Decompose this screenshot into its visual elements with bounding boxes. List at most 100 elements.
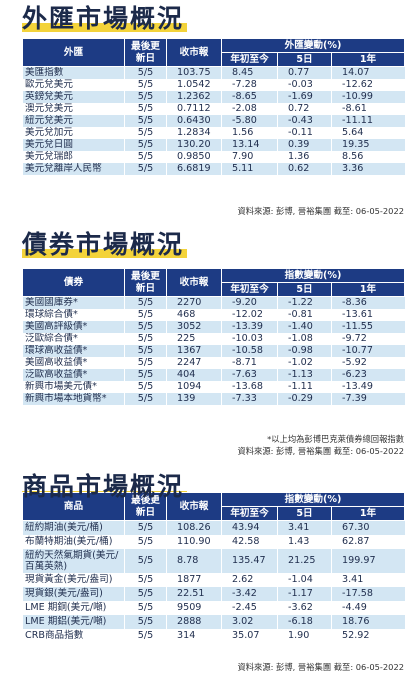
cell-ytd: -3.42 [221,586,278,601]
cell-name: 美元兌離岸人民幣 [22,163,125,175]
cell-y1: -13.61 [330,309,405,321]
cell-price: 2888 [166,614,222,629]
cell-ytd: -7.28 [221,79,278,91]
cell-d5: -0.43 [277,115,332,127]
cell-y1: -8.61 [330,103,405,115]
header-5d: 5日 [277,282,332,297]
cell-y1: -11.11 [330,115,405,127]
cell-y1: 62.87 [330,534,405,549]
cell-ytd: -10.03 [221,333,278,345]
cell-d5: -1.08 [277,333,332,345]
cell-ytd: 8.45 [221,66,278,79]
cell-name: 英鎊兌美元 [22,91,125,103]
cell-d5: -0.98 [277,345,332,357]
cell-date: 5/5 [124,600,167,615]
cell-y1: 3.41 [330,572,405,587]
header-date: 最後更新日 [124,268,167,297]
table-row: 紐元兌美元 5/5 0.6430 -5.80 -0.43 -11.11 [22,115,405,127]
table-row: 泛歐綜合債* 5/5 225 -10.03 -1.08 -9.72 [22,333,405,345]
cell-date: 5/5 [124,321,167,333]
cell-date: 5/5 [124,79,167,91]
cell-y1: -17.58 [330,586,405,601]
header-group: 指數變動(%) [220,268,406,283]
cell-name: 美元兌加元 [22,127,125,139]
table-row: 環球高收益債* 5/5 1367 -10.58 -0.98 -10.77 [22,345,405,357]
cell-name: LME 期銅(美元/噸) [22,600,125,615]
cell-price: 1.2362 [166,91,222,103]
cell-d5: -1.22 [277,296,332,309]
cell-name: 新興市場本地貨幣* [22,393,125,405]
cell-d5: 0.72 [277,103,332,115]
cell-name: 美匯指數 [22,66,125,79]
table-row: 環球綜合債* 5/5 468 -12.02 -0.81 -13.61 [22,309,405,321]
cell-date: 5/5 [124,296,167,309]
cell-ytd: -10.58 [221,345,278,357]
cell-ytd: 42.58 [221,534,278,549]
cell-price: 314 [166,628,222,643]
cell-date: 5/5 [124,115,167,127]
cell-date: 5/5 [124,381,167,393]
cell-date: 5/5 [124,309,167,321]
header-1y: 1年 [330,282,406,297]
cell-y1: -5.92 [330,357,405,369]
cell-price: 110.90 [166,534,222,549]
cell-y1: 52.92 [330,628,405,643]
cell-y1: 67.30 [330,520,405,535]
table-row: 紐約天然氣期貨(美元/百萬英熱) 5/5 8.78 135.47 21.25 199.97 [22,548,405,573]
table-row: 布蘭特期油(美元/桶) 5/5 110.90 42.58 1.43 62.87 [22,534,405,549]
table-row: 歐元兌美元 5/5 1.0542 -7.28 -0.03 -12.62 [22,79,405,91]
header-5d: 5日 [277,506,332,521]
cell-ytd: 2.62 [221,572,278,587]
cell-d5: 21.25 [277,548,332,573]
cell-price: 2247 [166,357,222,369]
cell-date: 5/5 [124,345,167,357]
table-row: LME 期銅(美元/噸) 5/5 9509 -2.45 -3.62 -4.49 [22,600,405,615]
cell-price: 103.75 [166,66,222,79]
cell-ytd: 3.02 [221,614,278,629]
cell-price: 225 [166,333,222,345]
cell-d5: -0.29 [277,393,332,405]
cell-ytd: 135.47 [221,548,278,573]
cell-ytd: -12.02 [221,309,278,321]
header-price: 收市報 [166,38,222,67]
cell-ytd: -8.65 [221,91,278,103]
commodity-source: 資料來源: 彭博, 晉裕集團 截至: 06-05-2022 [237,662,404,672]
table-row: 美元兌日圓 5/5 130.20 13.14 0.39 19.35 [22,139,405,151]
cell-ytd: -9.20 [221,296,278,309]
cell-ytd: -5.80 [221,115,278,127]
cell-date: 5/5 [124,393,167,405]
cell-d5: -1.04 [277,572,332,587]
cell-price: 0.9850 [166,151,222,163]
header-date: 最後更新日 [124,492,167,521]
cell-ytd: 43.94 [221,520,278,535]
cell-d5: -0.03 [277,79,332,91]
cell-d5: 1.36 [277,151,332,163]
cell-date: 5/5 [124,139,167,151]
cell-y1: -11.55 [330,321,405,333]
cell-date: 5/5 [124,127,167,139]
cell-ytd: -8.71 [221,357,278,369]
table-row: 美國高收益債* 5/5 2247 -8.71 -1.02 -5.92 [22,357,405,369]
cell-name: 環球綜合債* [22,309,125,321]
cell-d5: 1.43 [277,534,332,549]
table-row: 泛歐高收益債* 5/5 404 -7.63 -1.13 -6.23 [22,369,405,381]
cell-ytd: -7.63 [221,369,278,381]
cell-y1: -7.39 [330,393,405,405]
fx-source: 資料來源: 彭博, 晉裕集團 截至: 06-05-2022 [237,206,404,216]
cell-ytd: 35.07 [221,628,278,643]
header-ytd: 年初至今 [221,52,278,67]
cell-price: 130.20 [166,139,222,151]
cell-date: 5/5 [124,163,167,175]
cell-d5: 0.62 [277,163,332,175]
cell-name: 紐約期油(美元/桶) [22,520,125,535]
table-row: 美匯指數 5/5 103.75 8.45 0.77 14.07 [22,66,405,79]
cell-d5: -3.62 [277,600,332,615]
cell-y1: -10.77 [330,345,405,357]
cell-y1: -12.62 [330,79,405,91]
header-price: 收市報 [166,268,222,297]
cell-date: 5/5 [124,520,167,535]
cell-price: 6.6819 [166,163,222,175]
cell-name: 現貨銀(美元/盎司) [22,586,125,601]
cell-date: 5/5 [124,103,167,115]
cell-d5: 1.90 [277,628,332,643]
